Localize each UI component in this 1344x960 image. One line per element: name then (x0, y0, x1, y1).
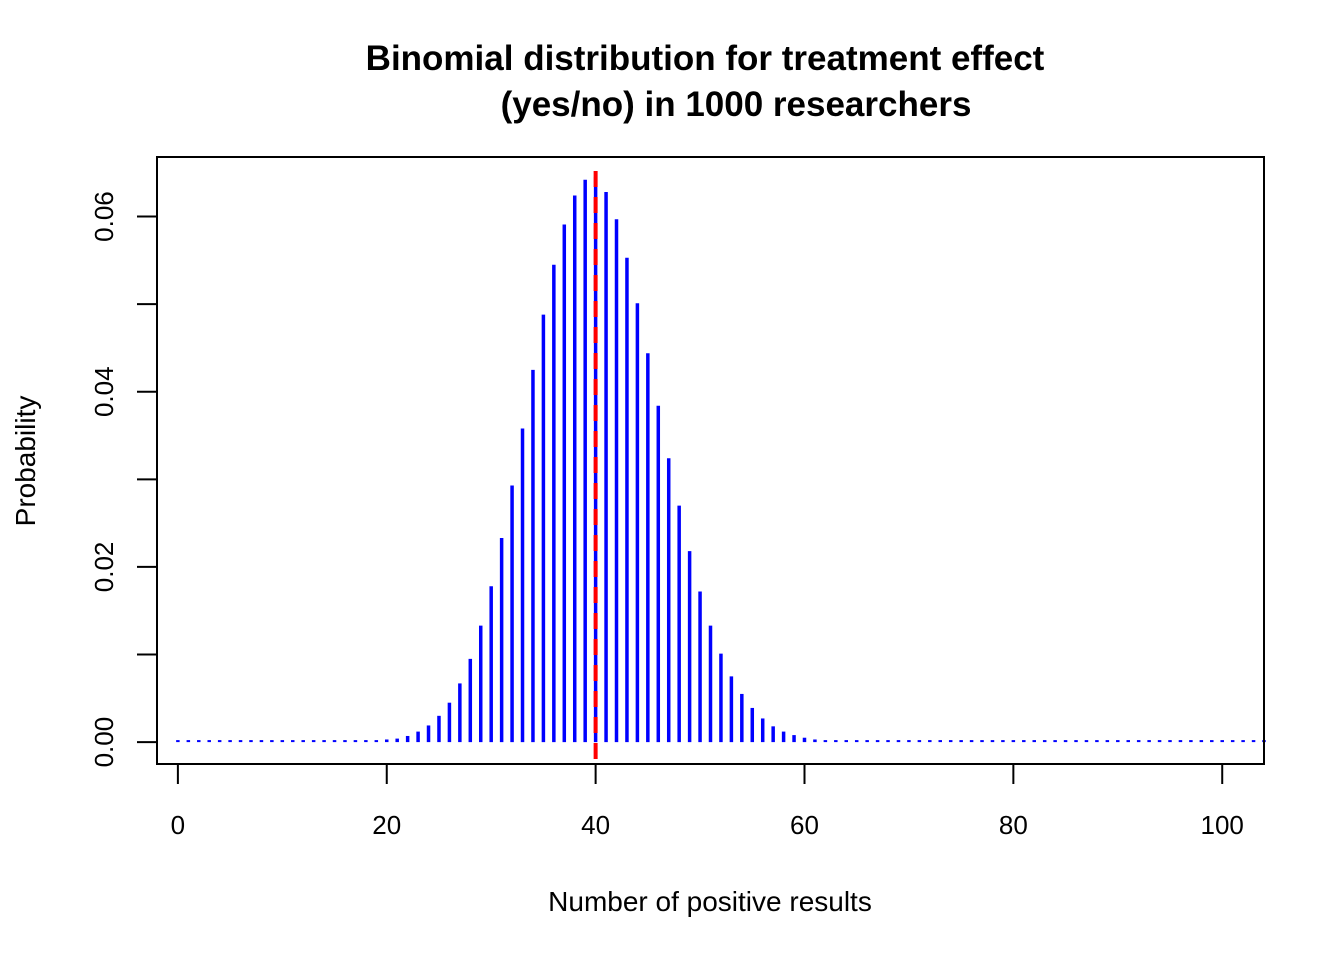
x-tick-label-40: 40 (581, 810, 610, 840)
x-tick-label-0: 0 (171, 810, 185, 840)
chart-title-line-1: Binomial distribution for treatment effe… (366, 39, 1045, 78)
y-tick-label-4: 0.04 (89, 366, 119, 417)
x-axis: 0 20 40 60 80 100 (171, 763, 1244, 840)
x-tick-label-100: 100 (1201, 810, 1244, 840)
x-tick-label-20: 20 (372, 810, 401, 840)
x-axis-label: Number of positive results (548, 886, 872, 917)
x-tick-label-60: 60 (790, 810, 819, 840)
probability-bars (176, 177, 1266, 743)
chart-title-line-2: (yes/no) in 1000 researchers (501, 85, 972, 124)
y-tick-label-6: 0.06 (89, 191, 119, 242)
y-axis-label: Probability (10, 396, 41, 527)
y-tick-label-0: 0.00 (89, 717, 119, 768)
x-tick-label-80: 80 (999, 810, 1028, 840)
y-tick-label-2: 0.02 (89, 542, 119, 593)
y-axis: 0.00 0.02 0.04 0.06 (89, 191, 158, 768)
